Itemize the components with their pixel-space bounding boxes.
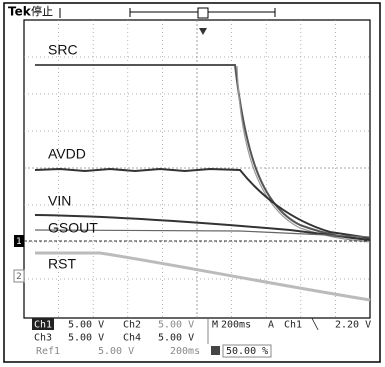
brand: Tek [8, 5, 32, 19]
ch1-marker-label: 1 [16, 237, 22, 247]
readout: 5.00 V [68, 333, 104, 344]
readout: M [212, 320, 218, 331]
src-trace-ref [236, 65, 371, 243]
trace-label: VIN [48, 193, 71, 209]
ch2-marker-label: 2 [16, 272, 22, 282]
readout: Ch4 [123, 333, 141, 344]
trace-label: GSOUT [48, 220, 98, 236]
readout: 50.00 % [226, 346, 268, 357]
status: 停止 [31, 4, 53, 18]
ch2-marker [13, 269, 25, 283]
readout: Ch1 [284, 320, 302, 331]
readout: Ch3 [34, 333, 52, 344]
readout: 5.00 V [158, 320, 194, 331]
readout: Ch2 [123, 320, 141, 331]
readout: 2.20 V [335, 320, 371, 331]
trigger-pos [199, 28, 207, 35]
position-icon [211, 346, 220, 355]
gsout-trace [34, 229, 371, 238]
avdd-trace [34, 167, 371, 239]
readout: 5.00 V [158, 333, 194, 344]
trace-label: RST [48, 256, 76, 272]
readout: ╲ [311, 318, 319, 331]
graticule [23, 19, 371, 319]
rst-trace [35, 251, 371, 302]
position-box [222, 344, 272, 358]
ch1-tag [32, 318, 54, 330]
readout: 200ms [170, 346, 200, 357]
frame [3, 2, 381, 363]
readout: 5.00 V [98, 346, 134, 357]
readout: 5.00 V [68, 320, 104, 331]
trace-label: SRC [48, 42, 78, 58]
ch1-marker [14, 235, 24, 247]
readout: A [268, 320, 274, 331]
trace-label: AVDD [48, 146, 86, 162]
readout: Ch1 [34, 320, 52, 331]
view-window [197, 7, 209, 19]
readout: 200ms [221, 320, 251, 331]
readout: Ref1 [36, 346, 60, 357]
vin-trace [34, 214, 371, 241]
